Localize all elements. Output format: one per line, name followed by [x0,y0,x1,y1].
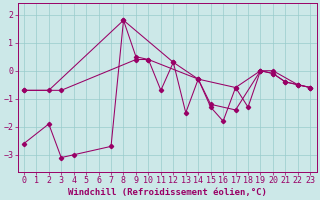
X-axis label: Windchill (Refroidissement éolien,°C): Windchill (Refroidissement éolien,°C) [68,188,267,197]
